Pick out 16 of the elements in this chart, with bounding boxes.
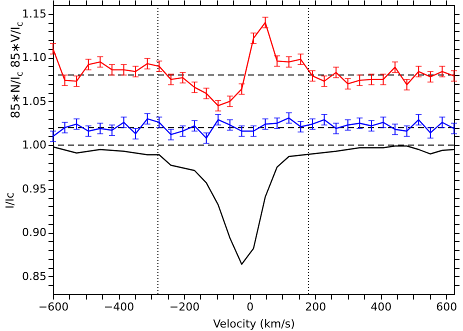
- x-tick-label: −600: [38, 300, 69, 314]
- x-tick-label: −400: [104, 300, 134, 314]
- y-tick-label: 1.05: [22, 94, 46, 108]
- x-tick-label: −200: [169, 300, 200, 314]
- y-tick-label: 0.90: [22, 226, 46, 240]
- x-axis-title: Velocity (km/s): [213, 318, 295, 330]
- y-axis-title: I/Ic: [4, 192, 16, 209]
- x-tick-label: 0: [246, 300, 254, 314]
- y-tick-label: 1.00: [22, 138, 46, 152]
- x-tick-label: 400: [370, 300, 392, 314]
- y-tick-label: 1.15: [22, 7, 46, 20]
- x-tick-label: 600: [436, 300, 458, 314]
- y-tick-label: 0.85: [22, 270, 46, 283]
- x-tick-label: 200: [305, 300, 326, 314]
- y-tick-label: 1.10: [22, 51, 46, 64]
- y-tick-label: 0.95: [22, 182, 46, 196]
